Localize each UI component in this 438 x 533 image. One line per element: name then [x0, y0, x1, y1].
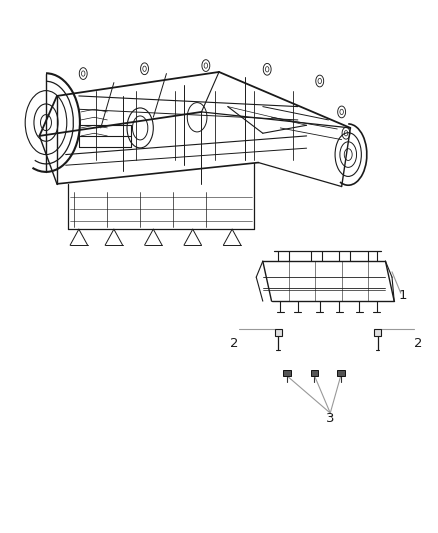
Bar [275, 329, 282, 336]
Bar [311, 370, 318, 376]
Text: 2: 2 [230, 337, 239, 350]
Text: 2: 2 [414, 337, 423, 350]
Bar [283, 370, 291, 376]
Bar [337, 370, 345, 376]
Text: 1: 1 [399, 289, 407, 302]
Text: 3: 3 [326, 412, 335, 425]
Bar [374, 329, 381, 336]
